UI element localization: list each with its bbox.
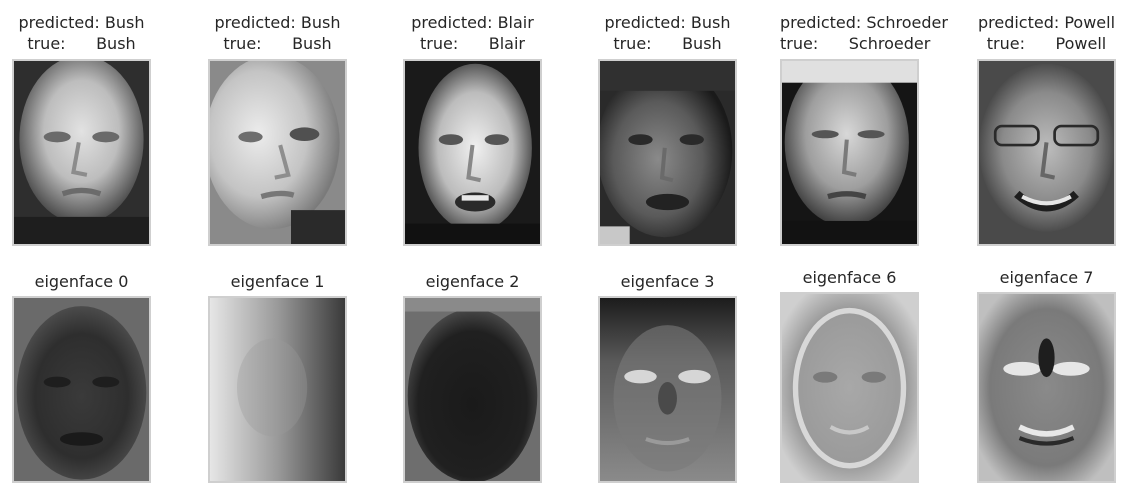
predicted-label: predicted: Powell (977, 13, 1116, 32)
eigenface-image (780, 292, 919, 483)
eigenface-panel-3: eigenface 3 (598, 271, 737, 483)
eigenface-image (208, 296, 347, 483)
true-label: true: Bush (613, 34, 722, 53)
prediction-panel-3: predicted: Blair true: Blair (403, 12, 542, 246)
predicted-label: predicted: Bush (214, 13, 341, 32)
eigenface-label: eigenface 7 (999, 268, 1094, 287)
face-image (208, 59, 347, 246)
true-label: true: Blair (420, 34, 525, 53)
eigenface-label: eigenface 1 (230, 272, 325, 291)
eigenface-image (403, 296, 542, 483)
prediction-panel-4: predicted: Bush true: Bush (598, 12, 737, 246)
face-image (12, 59, 151, 246)
prediction-panel-2: predicted: Bush true: Bush (208, 12, 347, 246)
prediction-panel-1: predicted: Bush true: Bush (12, 12, 151, 246)
face-image (598, 59, 737, 246)
face-image (780, 59, 919, 246)
eigenface-label: eigenface 0 (34, 272, 129, 291)
prediction-panel-6: predicted: Powell true: Powell (977, 12, 1116, 246)
face-image (403, 59, 542, 246)
true-label: true: Powell (986, 34, 1107, 53)
predicted-label: predicted: Bush (18, 13, 145, 32)
eigenface-panel-1: eigenface 1 (208, 271, 347, 483)
true-label: true: Schroeder (780, 34, 931, 53)
true-label: true: Bush (27, 34, 136, 53)
eigenface-image (598, 296, 737, 483)
eigenface-label: eigenface 3 (620, 272, 715, 291)
predicted-label: predicted: Bush (604, 13, 731, 32)
eigenface-image (977, 292, 1116, 483)
prediction-panel-5: predicted: Schroeder true: Schroeder (780, 12, 948, 246)
eigenface-label: eigenface 2 (425, 272, 520, 291)
eigenface-panel-0: eigenface 0 (12, 271, 151, 483)
eigenface-panel-2: eigenface 2 (403, 271, 542, 483)
predicted-label: predicted: Blair (411, 13, 534, 32)
eigenface-panel-6: eigenface 6 (780, 267, 919, 483)
eigenface-panel-7: eigenface 7 (977, 267, 1116, 483)
face-image (977, 59, 1116, 246)
eigenface-label: eigenface 6 (802, 268, 897, 287)
eigenface-image (12, 296, 151, 483)
true-label: true: Bush (223, 34, 332, 53)
predicted-label: predicted: Schroeder (780, 13, 948, 32)
